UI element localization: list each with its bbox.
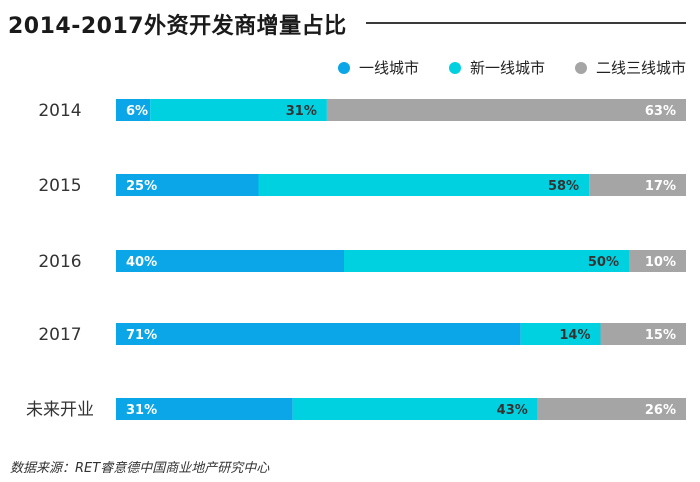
bar-segment-tier2-3	[326, 99, 686, 121]
bar-segment-tier2-3	[537, 398, 686, 420]
bar-segment-tier1	[116, 174, 259, 196]
source-note: 数据来源：RET睿意德中国商业地产研究中心	[10, 461, 270, 476]
legend-swatch-tier2-3	[574, 61, 587, 74]
legend-label-new-tier1: 新一线城市	[469, 59, 545, 77]
legend-item-tier1: 一线城市	[337, 57, 419, 78]
legend-swatch-tier1	[337, 61, 350, 74]
data-label-tier1: 71%	[126, 328, 157, 343]
bar-segment-new-tier1	[344, 250, 629, 272]
data-label-tier2-3: 26%	[645, 403, 676, 418]
legend-label-tier2-3: 二线三线城市	[595, 59, 686, 77]
bar-segment-new-tier1	[520, 323, 601, 345]
category-label: 未来开业	[26, 400, 94, 420]
data-label-tier1: 25%	[126, 179, 157, 194]
data-label-tier2-3: 63%	[645, 104, 676, 119]
legend-swatch-new-tier1	[448, 61, 461, 74]
bar-segment-new-tier1	[258, 174, 590, 196]
data-label-new-tier1: 43%	[497, 403, 528, 418]
legend: 一线城市 新一线城市 二线三线城市	[337, 57, 686, 78]
data-label-tier1: 31%	[126, 403, 157, 418]
category-label: 2015	[38, 176, 81, 196]
bar-segment-tier2-3	[600, 323, 686, 345]
legend-label-tier1: 一线城市	[358, 59, 419, 77]
title-rule	[366, 22, 686, 24]
chart-title: 2014-2017外资开发商增量占比	[8, 14, 347, 39]
data-label-new-tier1: 50%	[588, 255, 619, 270]
bar-segment-new-tier1	[292, 398, 538, 420]
data-label-tier2-3: 17%	[645, 179, 676, 194]
data-label-tier2-3: 15%	[645, 328, 676, 343]
bar-segment-tier1	[116, 99, 151, 121]
bar-segment-new-tier1	[150, 99, 327, 121]
category-label: 2014	[38, 101, 81, 121]
bar-segment-tier1	[116, 323, 521, 345]
data-label-tier2-3: 10%	[645, 255, 676, 270]
data-label-new-tier1: 31%	[286, 104, 317, 119]
category-label: 2016	[38, 252, 81, 272]
legend-item-tier2-3: 二线三线城市	[574, 57, 686, 78]
legend-item-new-tier1: 新一线城市	[448, 57, 545, 78]
bar-segment-tier2-3	[589, 174, 686, 196]
bar-segment-tier2-3	[629, 250, 686, 272]
data-label-tier1: 40%	[126, 255, 157, 270]
bar-segment-tier1	[116, 398, 293, 420]
category-label: 2017	[38, 325, 81, 345]
bar-segment-tier1	[116, 250, 344, 272]
data-label-new-tier1: 14%	[559, 328, 590, 343]
data-label-new-tier1: 58%	[548, 179, 579, 194]
data-label-tier1: 6%	[126, 104, 148, 119]
